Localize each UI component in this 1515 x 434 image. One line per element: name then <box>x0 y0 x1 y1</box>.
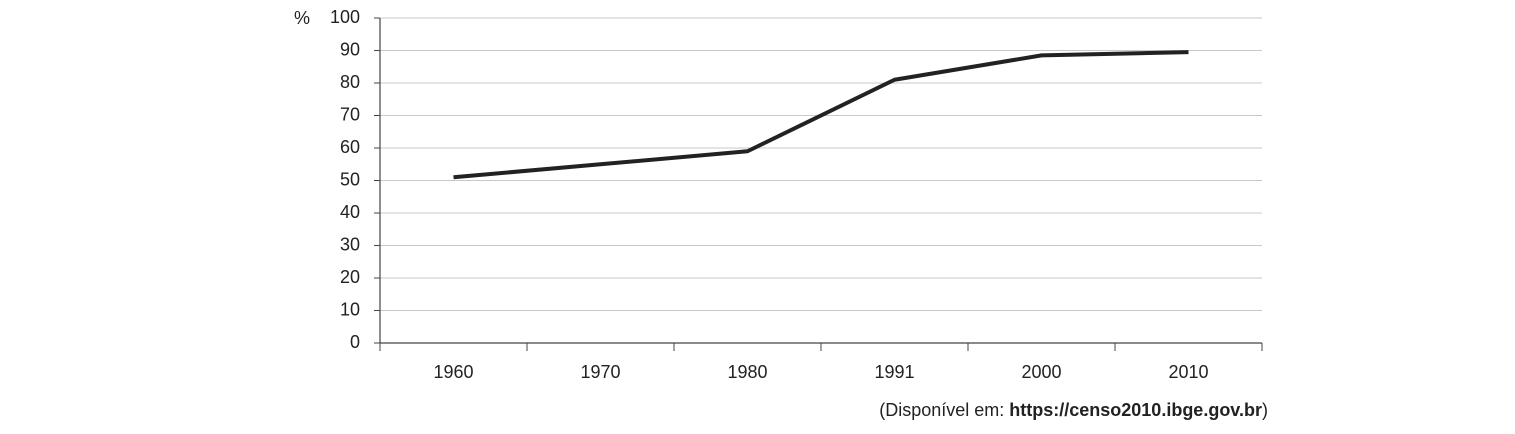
x-tick-label: 1960 <box>433 362 473 382</box>
y-tick-label: 60 <box>340 137 360 157</box>
y-tick-label: 20 <box>340 267 360 287</box>
y-tick-label: 50 <box>340 169 360 189</box>
source-url: https://censo2010.ibge.gov.br <box>1009 400 1262 420</box>
source-suffix: ) <box>1262 400 1268 420</box>
line <box>453 50 1189 180</box>
y-tick-label: 90 <box>340 39 360 59</box>
x-tick-label: 2000 <box>1021 362 1061 382</box>
x-tick-label: 2010 <box>1168 362 1208 382</box>
y-tick-label: 10 <box>340 299 360 319</box>
source-note: (Disponível em: https://censo2010.ibge.g… <box>879 400 1268 420</box>
y-tick-label: 40 <box>340 202 360 222</box>
x-tick-label: 1970 <box>580 362 620 382</box>
y-tick-label: 30 <box>340 234 360 254</box>
y-tick-label: 70 <box>340 104 360 124</box>
x-tick-label: 1980 <box>727 362 767 382</box>
y-unit-label: % <box>294 8 310 28</box>
y-tick-label: 100 <box>330 7 360 27</box>
y-tick-label: 0 <box>350 332 360 352</box>
y-tick-label: 80 <box>340 72 360 92</box>
x-tick-label: 1991 <box>874 362 914 382</box>
source-prefix: (Disponível em: <box>879 400 1009 420</box>
